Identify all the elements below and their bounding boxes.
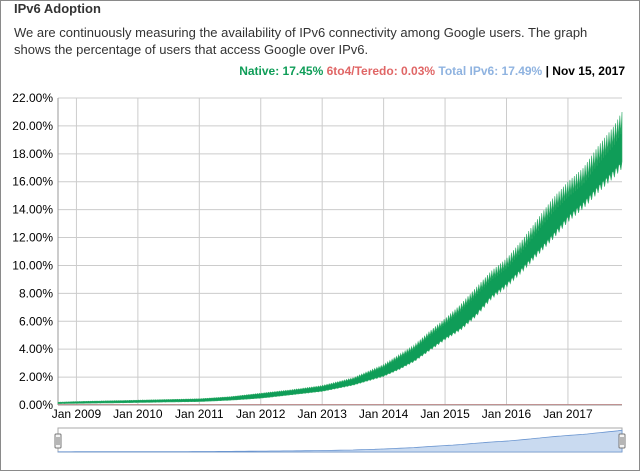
x-tick-label: Jan 2017 [543,407,593,421]
navigator-left-handle[interactable] [54,433,62,449]
y-tick-label: 2.00% [19,370,53,384]
x-axis-ticks: Jan 2009 Jan 2010 Jan 2011 Jan 2012 Jan 2013… [52,407,593,421]
x-tick-label: Jan 2016 [482,407,532,421]
series-native-band [57,111,623,404]
y-tick-label: 20.00% [12,119,53,133]
x-tick-label: Jan 2014 [359,407,409,421]
legend-teredo: 6to4/Teredo: 0.03% [326,64,436,78]
x-tick-label: Jan 2012 [236,407,286,421]
y-tick-label: 16.00% [12,175,53,189]
series-group [57,111,623,406]
legend-total: Total IPv6: 17.49% [438,64,543,78]
navigator-right-handle[interactable] [618,433,626,449]
range-navigator[interactable] [54,427,626,453]
x-tick-label: Jan 2015 [420,407,470,421]
y-tick-label: 8.00% [19,286,53,300]
y-tick-label: 22.00% [12,91,53,105]
chart-description: We are continuously measuring the availa… [14,25,588,57]
x-tick-label: Jan 2011 [175,407,224,421]
x-tick-label: Jan 2010 [113,407,163,421]
page-title: IPv6 Adoption [14,1,101,16]
y-tick-label: 12.00% [12,231,53,245]
y-tick-label: 0.00% [19,398,53,412]
legend-native: Native: 17.45% [239,64,324,78]
y-tick-label: 18.00% [12,147,53,161]
y-tick-label: 4.00% [19,342,53,356]
legend-date: Nov 15, 2017 [552,64,625,78]
x-tick-label: Jan 2009 [52,407,102,421]
y-axis-ticks: 0.00% 2.00% 4.00% 6.00% 8.00% 10.00% 12.00% 14.… [12,91,53,412]
y-tick-label: 14.00% [12,203,53,217]
y-tick-label: 6.00% [19,314,53,328]
legend-separator: | [545,64,549,78]
legend: Native: 17.45% 6to4/Teredo: 0.03% Total … [239,64,625,78]
y-tick-label: 10.00% [12,258,53,272]
x-tick-label: Jan 2013 [297,407,347,421]
navigator-series [57,429,623,453]
